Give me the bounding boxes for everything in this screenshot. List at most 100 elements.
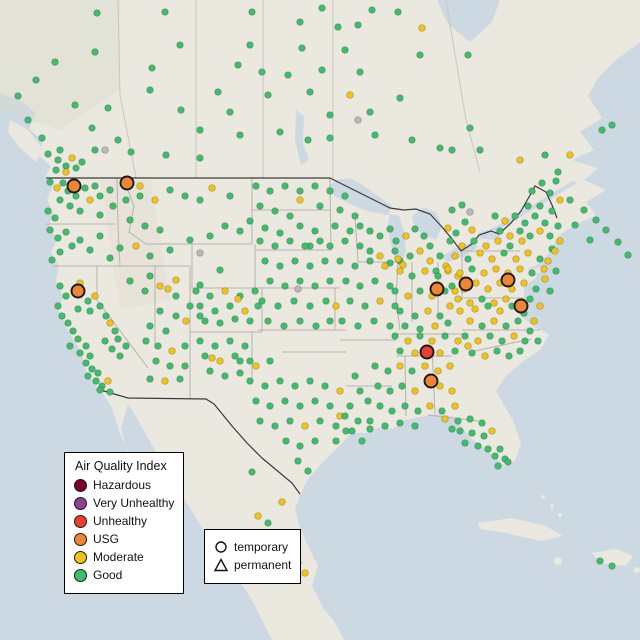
station-marker[interactable] — [261, 382, 269, 390]
station-marker[interactable] — [62, 292, 70, 300]
station-marker[interactable] — [510, 332, 518, 340]
station-marker[interactable] — [458, 201, 466, 209]
station-marker[interactable] — [164, 285, 172, 293]
station-marker[interactable] — [366, 108, 374, 116]
station-marker[interactable] — [168, 347, 176, 355]
station-marker[interactable] — [51, 58, 59, 66]
station-marker[interactable] — [411, 387, 419, 395]
station-marker[interactable] — [461, 439, 469, 447]
station-marker[interactable] — [556, 237, 564, 245]
station-marker[interactable] — [132, 242, 140, 250]
station-marker[interactable] — [146, 322, 154, 330]
station-marker[interactable] — [88, 124, 96, 132]
station-marker[interactable] — [456, 307, 464, 315]
station-marker[interactable] — [476, 249, 484, 257]
station-marker[interactable] — [246, 317, 254, 325]
station-marker[interactable] — [414, 407, 422, 415]
station-marker[interactable] — [348, 427, 356, 435]
station-marker[interactable] — [234, 295, 242, 303]
alert-marker[interactable] — [458, 276, 474, 292]
station-marker[interactable] — [351, 262, 359, 270]
station-marker[interactable] — [127, 148, 135, 156]
station-marker[interactable] — [116, 352, 124, 360]
station-marker[interactable] — [231, 352, 239, 360]
station-marker[interactable] — [311, 282, 319, 290]
station-marker[interactable] — [488, 427, 496, 435]
station-marker[interactable] — [321, 257, 329, 265]
station-marker[interactable] — [546, 232, 554, 240]
station-marker[interactable] — [586, 236, 594, 244]
station-marker[interactable] — [82, 342, 90, 350]
station-marker[interactable] — [426, 257, 434, 265]
station-marker[interactable] — [346, 91, 354, 99]
station-marker[interactable] — [326, 134, 334, 142]
station-marker[interactable] — [196, 281, 204, 289]
station-marker[interactable] — [226, 302, 234, 310]
station-marker[interactable] — [91, 182, 99, 190]
station-marker[interactable] — [172, 312, 180, 320]
station-marker[interactable] — [206, 367, 214, 375]
station-marker[interactable] — [472, 279, 480, 287]
station-marker[interactable] — [408, 367, 416, 375]
station-marker[interactable] — [464, 255, 472, 263]
station-marker[interactable] — [326, 242, 334, 250]
station-marker[interactable] — [526, 295, 534, 303]
station-marker[interactable] — [516, 265, 524, 273]
station-marker[interactable] — [306, 88, 314, 96]
station-marker[interactable] — [301, 569, 309, 577]
station-marker[interactable] — [502, 295, 510, 303]
station-marker[interactable] — [546, 287, 554, 295]
station-marker[interactable] — [366, 425, 374, 433]
station-marker[interactable] — [86, 196, 94, 204]
station-marker[interactable] — [484, 302, 492, 310]
station-marker[interactable] — [431, 322, 439, 330]
station-marker[interactable] — [261, 257, 269, 265]
station-marker[interactable] — [448, 387, 456, 395]
station-marker[interactable] — [254, 512, 262, 520]
station-marker[interactable] — [438, 407, 446, 415]
station-marker[interactable] — [96, 386, 104, 394]
station-marker[interactable] — [494, 237, 502, 245]
alert-marker[interactable] — [513, 298, 529, 314]
station-marker[interactable] — [161, 8, 169, 16]
station-marker[interactable] — [520, 279, 528, 287]
station-marker[interactable] — [148, 64, 156, 72]
station-marker[interactable] — [101, 146, 109, 154]
station-marker[interactable] — [91, 292, 99, 300]
station-marker[interactable] — [106, 186, 114, 194]
station-marker[interactable] — [396, 267, 404, 275]
station-marker[interactable] — [258, 68, 266, 76]
alert-marker[interactable] — [66, 178, 82, 194]
station-marker[interactable] — [392, 237, 400, 245]
station-marker[interactable] — [326, 187, 334, 195]
station-marker[interactable] — [296, 442, 304, 450]
station-marker[interactable] — [541, 275, 549, 283]
station-marker[interactable] — [336, 257, 344, 265]
station-marker[interactable] — [156, 307, 164, 315]
station-marker[interactable] — [78, 158, 86, 166]
station-marker[interactable] — [486, 332, 494, 340]
station-marker[interactable] — [526, 327, 534, 335]
station-marker[interactable] — [254, 302, 262, 310]
station-marker[interactable] — [196, 154, 204, 162]
station-marker[interactable] — [91, 48, 99, 56]
station-marker[interactable] — [544, 257, 552, 265]
station-marker[interactable] — [54, 234, 62, 242]
station-marker[interactable] — [436, 382, 444, 390]
station-marker[interactable] — [326, 317, 334, 325]
station-marker[interactable] — [421, 362, 429, 370]
station-marker[interactable] — [416, 332, 424, 340]
station-marker[interactable] — [516, 347, 524, 355]
station-marker[interactable] — [291, 257, 299, 265]
station-marker[interactable] — [66, 342, 74, 350]
station-marker[interactable] — [116, 244, 124, 252]
station-marker[interactable] — [536, 302, 544, 310]
station-marker[interactable] — [536, 202, 544, 210]
station-marker[interactable] — [136, 192, 144, 200]
station-marker[interactable] — [96, 211, 104, 219]
station-marker[interactable] — [281, 397, 289, 405]
station-marker[interactable] — [74, 335, 82, 343]
station-marker[interactable] — [481, 352, 489, 360]
station-marker[interactable] — [411, 312, 419, 320]
